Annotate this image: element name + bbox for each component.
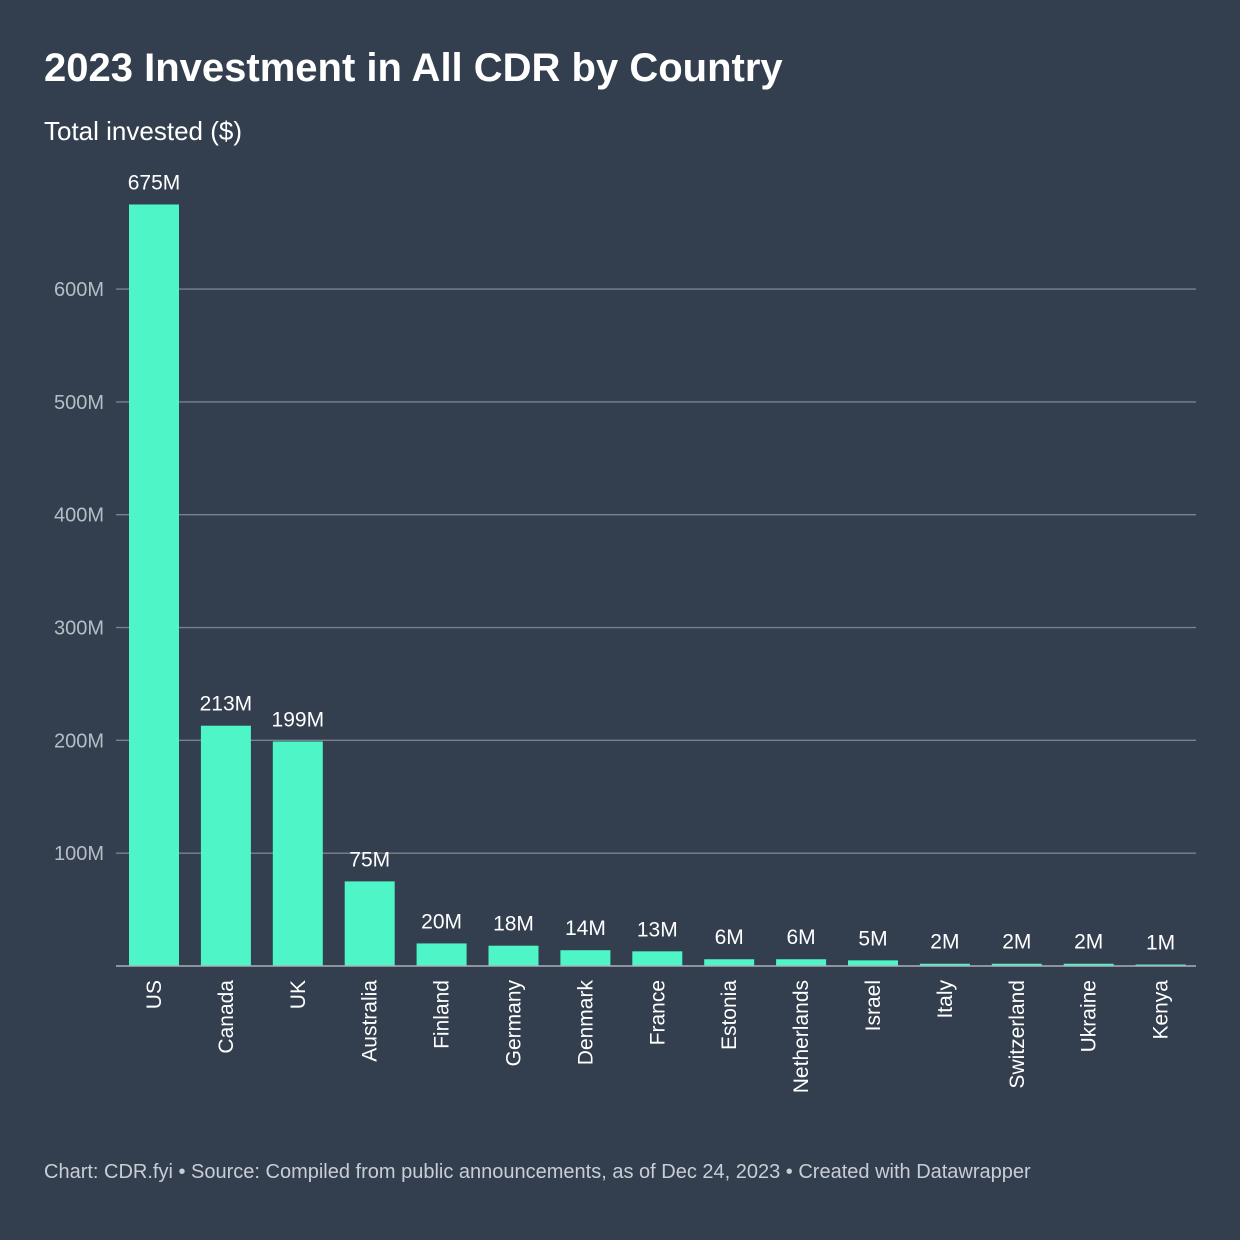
category-label: Canada [215, 980, 238, 1054]
category-label: Israel [862, 980, 885, 1031]
value-label: 18M [493, 913, 534, 936]
value-label: 1M [1146, 932, 1175, 955]
y-axis-tick-labels: 100M 200M 300M 400M 500M 600M [54, 279, 104, 865]
value-label: 6M [787, 926, 816, 949]
bar-switzerland [991, 963, 1042, 966]
y-tick-label: 600M [54, 279, 104, 301]
y-tick-label: 500M [54, 392, 104, 414]
category-label: Germany [503, 980, 526, 1067]
value-label: 2M [1074, 931, 1103, 954]
bar-finland [416, 943, 467, 966]
value-labels: 675M 213M 199M 75M 20M 18M 14M 13M 6M 6M 5M 2M 2M 2M 1… [128, 171, 1175, 954]
category-label: US [143, 980, 166, 1009]
value-label: 13M [637, 918, 678, 941]
value-label: 5M [858, 927, 887, 950]
value-label: 675M [128, 171, 181, 194]
value-label: 2M [1002, 931, 1031, 954]
bar-estonia [704, 959, 755, 966]
category-label: France [646, 980, 669, 1045]
value-label: 75M [349, 848, 390, 871]
value-label: 6M [715, 926, 744, 949]
y-tick-label: 100M [54, 843, 104, 865]
chart-footer: Chart: CDR.fyi • Source: Compiled from p… [44, 1161, 1031, 1183]
value-label: 213M [200, 693, 253, 716]
bar-denmark [560, 950, 611, 966]
category-label: Denmark [574, 980, 597, 1066]
x-axis-category-labels: US Canada UK Australia Finland Germany Denmark… [143, 980, 1173, 1094]
value-label: 2M [930, 931, 959, 954]
y-tick-label: 300M [54, 618, 104, 640]
y-tick-label: 400M [54, 505, 104, 527]
bar-us [129, 204, 179, 967]
value-label: 20M [421, 910, 462, 933]
bar-australia [344, 881, 395, 966]
category-label: Ukraine [1078, 980, 1101, 1052]
bar-germany [488, 945, 539, 966]
bar-italy [919, 963, 970, 966]
category-label: Italy [934, 980, 957, 1019]
bar-israel [848, 960, 898, 966]
bar-france [632, 951, 683, 966]
bar-uk [272, 741, 323, 966]
category-label: Australia [359, 980, 382, 1062]
category-label: Finland [431, 980, 454, 1049]
category-label: UK [287, 980, 310, 1009]
bar-netherlands [776, 959, 827, 966]
bars [129, 204, 1186, 967]
category-label: Switzerland [1006, 980, 1029, 1089]
category-label: Kenya [1150, 980, 1173, 1040]
value-label: 199M [272, 708, 325, 731]
chart-subtitle: Total invested ($) [44, 116, 242, 146]
category-label: Netherlands [790, 980, 813, 1093]
y-tick-label: 200M [54, 730, 104, 752]
bar-ukraine [1063, 963, 1114, 966]
chart-title: 2023 Investment in All CDR by Country [44, 46, 783, 90]
bar-canada [200, 725, 251, 966]
category-label: Estonia [718, 980, 741, 1050]
value-label: 14M [565, 917, 606, 940]
